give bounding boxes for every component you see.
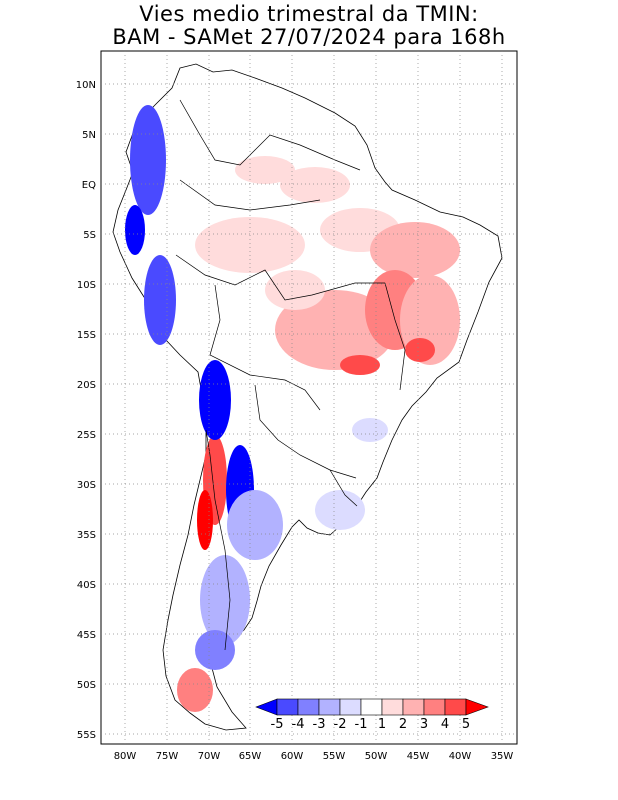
lon-label-70w: 70W (198, 751, 221, 762)
colorbar-label: -2 (334, 717, 347, 732)
colorbar-label: -4 (292, 717, 305, 732)
lat-label-50s: 50S (77, 680, 96, 691)
lon-label-55w: 55W (323, 751, 346, 762)
colorbar-label: 3 (420, 717, 428, 732)
graticule (101, 51, 517, 744)
colorbar-label: 1 (378, 717, 386, 732)
colorbar-swatch (423, 698, 446, 716)
colorbar-label: 4 (441, 717, 449, 732)
lat-label-45s: 45S (77, 630, 96, 641)
lon-label-40w: 40W (449, 751, 472, 762)
colorbar-swatch (297, 698, 320, 716)
longitude-labels: 80W 75W 70W 65W 60W 55W 50W 45W 40W 35W (114, 751, 514, 762)
lon-label-60w: 60W (281, 751, 304, 762)
colorbar-label: -3 (313, 717, 326, 732)
latitude-labels: 10N 5N EQ 5S 10S 15S 20S 25S 30S 35S 40S… (76, 80, 96, 741)
lat-label-55s: 55S (77, 730, 96, 741)
lon-label-45w: 45W (407, 751, 430, 762)
colorbar-label: -5 (271, 717, 284, 732)
lat-label-30s: 30S (77, 480, 96, 491)
lat-label-40s: 40S (77, 580, 96, 591)
lat-label-35s: 35S (77, 530, 96, 541)
colorbar-arrow-right (465, 698, 489, 716)
colorbar-swatch (276, 698, 299, 716)
lon-label-65w: 65W (239, 751, 262, 762)
colorbar-label: 5 (462, 717, 470, 732)
colorbar-swatch (444, 698, 467, 716)
lat-label-5n: 5N (82, 130, 96, 141)
lon-label-35w: 35W (491, 751, 514, 762)
colorbar-swatch (360, 698, 383, 716)
colorbar: -5 -4 -3 -2 -1 1 2 3 4 5 (255, 698, 489, 732)
colorbar-swatch (402, 698, 425, 716)
cold-bias-regions (125, 105, 388, 670)
colorbar-swatch (318, 698, 341, 716)
map-title-line1: Vies medio trimestral da TMIN: (139, 2, 479, 26)
lat-label-10n: 10N (76, 80, 96, 91)
colorbar-swatch (381, 698, 404, 716)
lon-label-80w: 80W (114, 751, 137, 762)
lat-label-eq: EQ (82, 180, 96, 191)
lat-label-15s: 15S (77, 330, 96, 341)
lat-label-25s: 25S (77, 430, 96, 441)
colorbar-label: -1 (355, 717, 368, 732)
lat-label-5s: 5S (83, 230, 96, 241)
lat-label-20s: 20S (77, 380, 96, 391)
lon-label-50w: 50W (365, 751, 388, 762)
lon-label-75w: 75W (156, 751, 179, 762)
lat-label-10s: 10S (77, 280, 96, 291)
warm-bias-regions (177, 156, 460, 712)
colorbar-label: 2 (399, 717, 407, 732)
colorbar-swatch (339, 698, 362, 716)
map-title-line2: BAM - SAMet 27/07/2024 para 168h (112, 25, 506, 49)
